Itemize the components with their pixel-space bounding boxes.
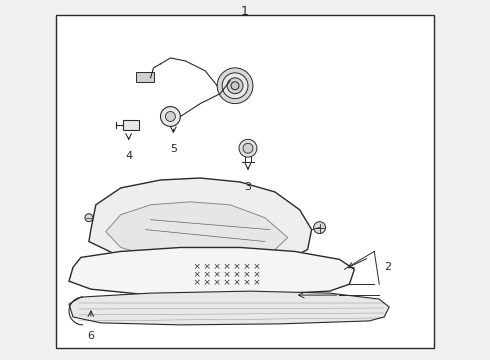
Circle shape [314,222,325,234]
Circle shape [243,143,253,153]
Text: 6: 6 [87,331,95,341]
FancyBboxPatch shape [136,72,153,82]
Circle shape [166,112,175,121]
Text: 1: 1 [241,5,249,18]
Circle shape [222,73,248,99]
FancyBboxPatch shape [122,121,139,130]
Polygon shape [106,202,288,260]
Text: 2: 2 [384,262,392,272]
Circle shape [161,107,180,126]
Polygon shape [89,178,312,267]
Circle shape [227,78,243,94]
Circle shape [231,82,239,90]
Polygon shape [69,247,354,295]
Polygon shape [69,291,389,325]
Text: 3: 3 [245,182,251,192]
Text: 5: 5 [170,144,177,154]
Circle shape [217,68,253,104]
Circle shape [85,214,93,222]
FancyBboxPatch shape [56,15,434,348]
Text: 4: 4 [125,151,132,161]
Circle shape [239,139,257,157]
